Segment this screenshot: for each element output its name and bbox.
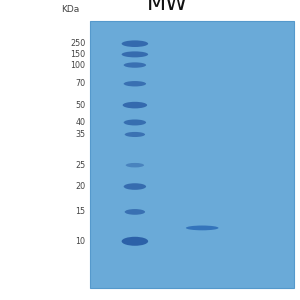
Text: 70: 70 [75, 79, 85, 88]
Ellipse shape [122, 237, 148, 246]
Text: 100: 100 [70, 61, 86, 70]
Ellipse shape [125, 132, 145, 137]
Bar [90, 21, 294, 288]
Ellipse shape [124, 119, 146, 125]
Text: 10: 10 [76, 237, 85, 246]
Ellipse shape [123, 102, 147, 108]
Text: 40: 40 [76, 118, 85, 127]
Ellipse shape [125, 209, 145, 215]
Ellipse shape [124, 183, 146, 190]
Text: 20: 20 [75, 182, 85, 191]
Ellipse shape [126, 163, 144, 167]
Ellipse shape [124, 62, 146, 68]
Ellipse shape [124, 81, 146, 86]
Text: KDa: KDa [61, 4, 80, 14]
Ellipse shape [122, 51, 148, 57]
Text: 50: 50 [75, 100, 85, 109]
Text: 150: 150 [70, 50, 86, 59]
Ellipse shape [122, 40, 148, 47]
Text: MW: MW [147, 0, 188, 14]
Ellipse shape [186, 226, 218, 230]
Text: 250: 250 [70, 39, 85, 48]
Text: 25: 25 [75, 161, 85, 170]
Text: 15: 15 [75, 207, 85, 216]
Text: 35: 35 [75, 130, 85, 139]
